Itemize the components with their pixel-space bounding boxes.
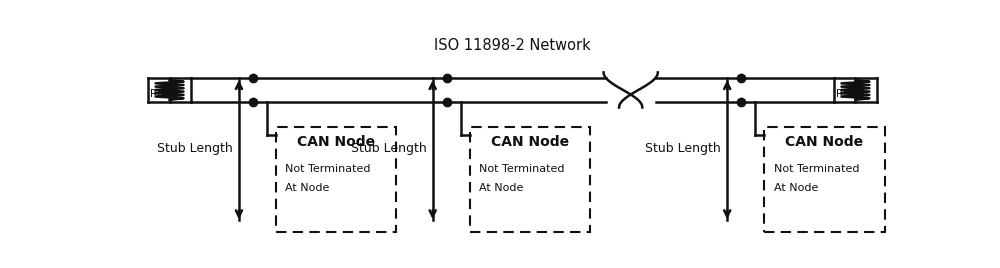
Text: At Node: At Node <box>285 183 330 193</box>
Text: Stub Length: Stub Length <box>645 142 721 155</box>
Text: At Node: At Node <box>479 183 524 193</box>
Text: CAN Node: CAN Node <box>785 135 864 149</box>
Text: ISO 11898-2 Network: ISO 11898-2 Network <box>434 38 591 53</box>
Bar <box>470 127 590 232</box>
Text: Rterm: Rterm <box>836 89 868 99</box>
Text: Stub Length: Stub Length <box>351 142 426 155</box>
Text: Stub Length: Stub Length <box>157 142 233 155</box>
Text: Rterm: Rterm <box>150 89 182 99</box>
Text: Not Terminated: Not Terminated <box>774 164 859 174</box>
Bar <box>764 127 885 232</box>
Text: CAN Node: CAN Node <box>491 135 569 149</box>
Text: At Node: At Node <box>774 183 818 193</box>
Text: Not Terminated: Not Terminated <box>285 164 371 174</box>
Text: CAN Node: CAN Node <box>297 135 375 149</box>
Bar <box>276 127 396 232</box>
Text: Not Terminated: Not Terminated <box>479 164 565 174</box>
